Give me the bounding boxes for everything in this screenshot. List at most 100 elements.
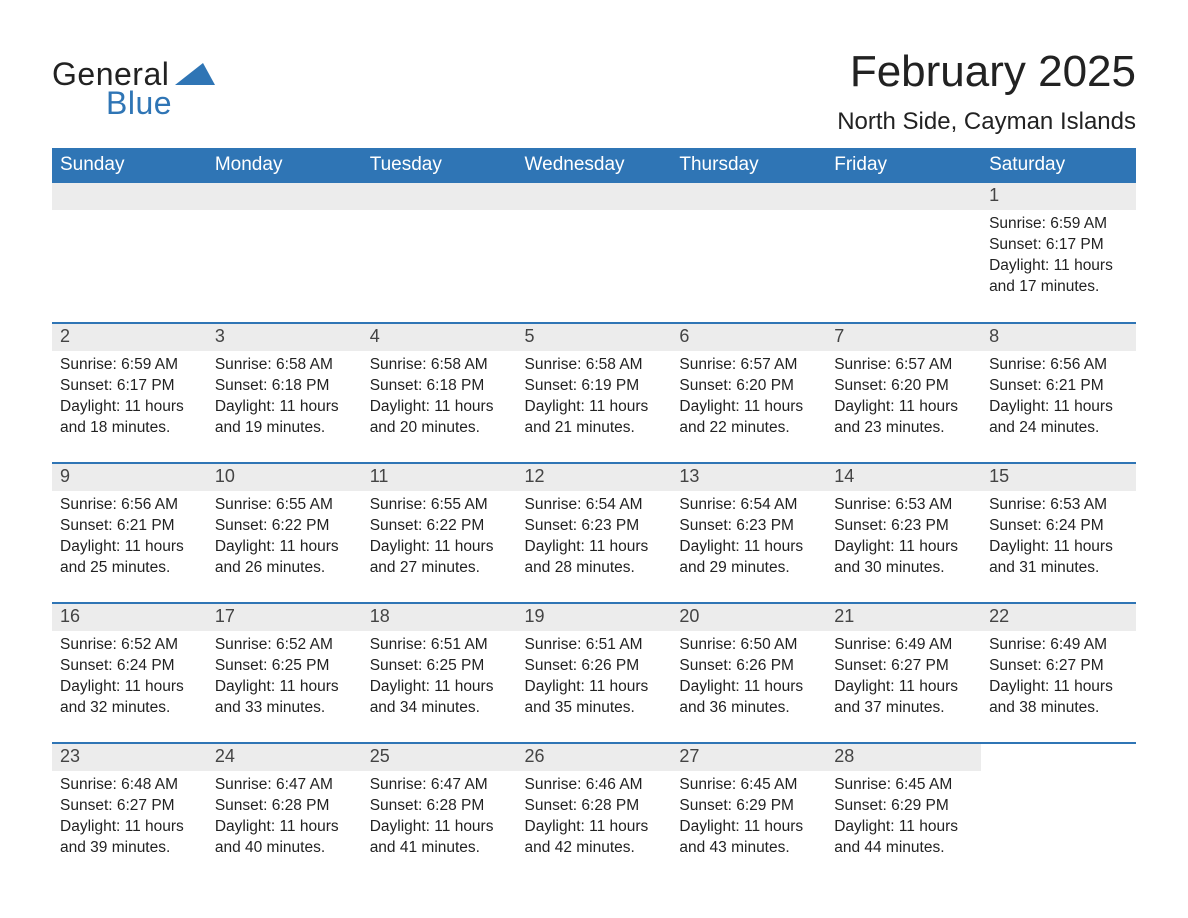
sunset-text: Sunset: 6:18 PM: [215, 376, 354, 397]
day-cell: 26Sunrise: 6:46 AMSunset: 6:28 PMDayligh…: [517, 743, 672, 883]
sunset-text: Sunset: 6:27 PM: [60, 796, 199, 817]
sunrise-text: Sunrise: 6:59 AM: [989, 214, 1128, 235]
dh-wednesday: Wednesday: [517, 148, 672, 183]
day-cell: [207, 183, 362, 323]
day-body: Sunrise: 6:51 AMSunset: 6:25 PMDaylight:…: [362, 631, 517, 727]
day-cell: 15Sunrise: 6:53 AMSunset: 6:24 PMDayligh…: [981, 463, 1136, 603]
daylight-text: Daylight: 11 hours and 35 minutes.: [525, 677, 664, 719]
day-body: Sunrise: 6:48 AMSunset: 6:27 PMDaylight:…: [52, 771, 207, 867]
day-number: 14: [826, 464, 981, 491]
daylight-text: Daylight: 11 hours and 26 minutes.: [215, 537, 354, 579]
day-cell: 24Sunrise: 6:47 AMSunset: 6:28 PMDayligh…: [207, 743, 362, 883]
daylight-text: Daylight: 11 hours and 34 minutes.: [370, 677, 509, 719]
day-cell: 6Sunrise: 6:57 AMSunset: 6:20 PMDaylight…: [671, 323, 826, 463]
day-body: Sunrise: 6:56 AMSunset: 6:21 PMDaylight:…: [981, 351, 1136, 447]
dh-monday: Monday: [207, 148, 362, 183]
day-cell: 23Sunrise: 6:48 AMSunset: 6:27 PMDayligh…: [52, 743, 207, 883]
sunset-text: Sunset: 6:17 PM: [989, 235, 1128, 256]
day-number: 17: [207, 604, 362, 631]
sunrise-text: Sunrise: 6:52 AM: [215, 635, 354, 656]
day-number: 9: [52, 464, 207, 491]
day-body: Sunrise: 6:51 AMSunset: 6:26 PMDaylight:…: [517, 631, 672, 727]
daylight-text: Daylight: 11 hours and 19 minutes.: [215, 397, 354, 439]
day-cell: 12Sunrise: 6:54 AMSunset: 6:23 PMDayligh…: [517, 463, 672, 603]
sunrise-text: Sunrise: 6:51 AM: [525, 635, 664, 656]
sunset-text: Sunset: 6:25 PM: [370, 656, 509, 677]
sunset-text: Sunset: 6:27 PM: [834, 656, 973, 677]
day-body: Sunrise: 6:49 AMSunset: 6:27 PMDaylight:…: [981, 631, 1136, 727]
empty-daynum: [52, 183, 207, 210]
sunrise-text: Sunrise: 6:48 AM: [60, 775, 199, 796]
day-cell: [981, 743, 1136, 883]
sunset-text: Sunset: 6:22 PM: [215, 516, 354, 537]
day-body: Sunrise: 6:53 AMSunset: 6:24 PMDaylight:…: [981, 491, 1136, 587]
dh-thursday: Thursday: [671, 148, 826, 183]
day-body: Sunrise: 6:56 AMSunset: 6:21 PMDaylight:…: [52, 491, 207, 587]
day-cell: 10Sunrise: 6:55 AMSunset: 6:22 PMDayligh…: [207, 463, 362, 603]
day-number: 18: [362, 604, 517, 631]
sunset-text: Sunset: 6:22 PM: [370, 516, 509, 537]
sunset-text: Sunset: 6:29 PM: [834, 796, 973, 817]
day-number: 2: [52, 324, 207, 351]
daylight-text: Daylight: 11 hours and 36 minutes.: [679, 677, 818, 719]
daylight-text: Daylight: 11 hours and 44 minutes.: [834, 817, 973, 859]
day-body: Sunrise: 6:45 AMSunset: 6:29 PMDaylight:…: [671, 771, 826, 867]
empty-daynum: [671, 183, 826, 210]
day-cell: [52, 183, 207, 323]
day-body: Sunrise: 6:55 AMSunset: 6:22 PMDaylight:…: [362, 491, 517, 587]
logo-text-blue: Blue: [106, 85, 172, 122]
week-row: 16Sunrise: 6:52 AMSunset: 6:24 PMDayligh…: [52, 603, 1136, 743]
day-body: Sunrise: 6:52 AMSunset: 6:25 PMDaylight:…: [207, 631, 362, 727]
day-number: 6: [671, 324, 826, 351]
sunset-text: Sunset: 6:23 PM: [834, 516, 973, 537]
daylight-text: Daylight: 11 hours and 42 minutes.: [525, 817, 664, 859]
week-row: 23Sunrise: 6:48 AMSunset: 6:27 PMDayligh…: [52, 743, 1136, 883]
sunrise-text: Sunrise: 6:46 AM: [525, 775, 664, 796]
sunset-text: Sunset: 6:19 PM: [525, 376, 664, 397]
daylight-text: Daylight: 11 hours and 41 minutes.: [370, 817, 509, 859]
day-number: 24: [207, 744, 362, 771]
week-row: 9Sunrise: 6:56 AMSunset: 6:21 PMDaylight…: [52, 463, 1136, 603]
sunset-text: Sunset: 6:28 PM: [525, 796, 664, 817]
day-cell: 8Sunrise: 6:56 AMSunset: 6:21 PMDaylight…: [981, 323, 1136, 463]
sunset-text: Sunset: 6:26 PM: [525, 656, 664, 677]
day-number: 22: [981, 604, 1136, 631]
sunrise-text: Sunrise: 6:58 AM: [525, 355, 664, 376]
sunrise-text: Sunrise: 6:52 AM: [60, 635, 199, 656]
day-number: 4: [362, 324, 517, 351]
day-cell: 27Sunrise: 6:45 AMSunset: 6:29 PMDayligh…: [671, 743, 826, 883]
day-cell: 21Sunrise: 6:49 AMSunset: 6:27 PMDayligh…: [826, 603, 981, 743]
dh-tuesday: Tuesday: [362, 148, 517, 183]
day-cell: 3Sunrise: 6:58 AMSunset: 6:18 PMDaylight…: [207, 323, 362, 463]
sunrise-text: Sunrise: 6:51 AM: [370, 635, 509, 656]
sunset-text: Sunset: 6:28 PM: [215, 796, 354, 817]
sunrise-text: Sunrise: 6:45 AM: [679, 775, 818, 796]
day-number: 12: [517, 464, 672, 491]
day-cell: 28Sunrise: 6:45 AMSunset: 6:29 PMDayligh…: [826, 743, 981, 883]
day-number: 11: [362, 464, 517, 491]
day-number: 23: [52, 744, 207, 771]
daylight-text: Daylight: 11 hours and 21 minutes.: [525, 397, 664, 439]
day-cell: 14Sunrise: 6:53 AMSunset: 6:23 PMDayligh…: [826, 463, 981, 603]
sunrise-text: Sunrise: 6:58 AM: [370, 355, 509, 376]
sunrise-text: Sunrise: 6:54 AM: [679, 495, 818, 516]
day-number: 1: [981, 183, 1136, 210]
day-header-row: Sunday Monday Tuesday Wednesday Thursday…: [52, 148, 1136, 183]
dh-sunday: Sunday: [52, 148, 207, 183]
daylight-text: Daylight: 11 hours and 29 minutes.: [679, 537, 818, 579]
daylight-text: Daylight: 11 hours and 25 minutes.: [60, 537, 199, 579]
daylight-text: Daylight: 11 hours and 28 minutes.: [525, 537, 664, 579]
day-body: Sunrise: 6:52 AMSunset: 6:24 PMDaylight:…: [52, 631, 207, 727]
day-body: Sunrise: 6:47 AMSunset: 6:28 PMDaylight:…: [207, 771, 362, 867]
day-number: 15: [981, 464, 1136, 491]
day-number: 16: [52, 604, 207, 631]
day-cell: 2Sunrise: 6:59 AMSunset: 6:17 PMDaylight…: [52, 323, 207, 463]
empty-daynum: [362, 183, 517, 210]
day-number: 25: [362, 744, 517, 771]
sunset-text: Sunset: 6:23 PM: [679, 516, 818, 537]
day-number: 21: [826, 604, 981, 631]
day-number: 27: [671, 744, 826, 771]
sunrise-text: Sunrise: 6:56 AM: [989, 355, 1128, 376]
day-number: 7: [826, 324, 981, 351]
sunset-text: Sunset: 6:17 PM: [60, 376, 199, 397]
